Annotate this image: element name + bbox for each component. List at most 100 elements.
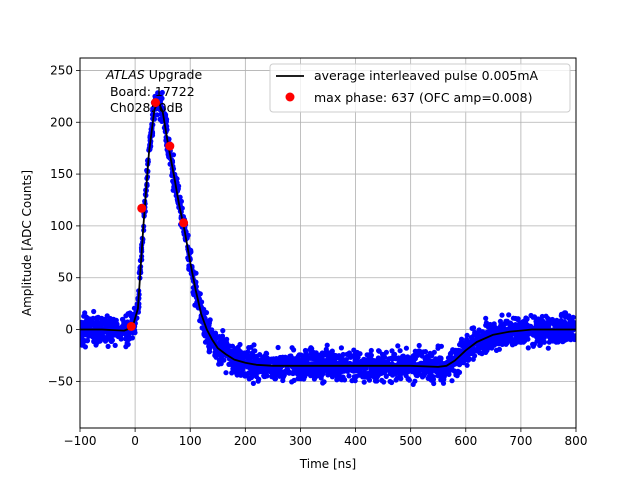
sample-point [553, 338, 559, 344]
sample-point [301, 372, 307, 378]
sample-point [380, 367, 387, 373]
sample-point [82, 310, 88, 316]
sample-point [393, 377, 399, 383]
sample-point [272, 376, 278, 382]
sample-point [159, 89, 165, 96]
max-phase-layer [126, 98, 189, 331]
plot-frame [79, 57, 577, 429]
sample-point [83, 318, 89, 324]
sample-point [388, 365, 394, 371]
sample-point [261, 373, 267, 379]
sample-point [90, 334, 96, 340]
sample-point [540, 323, 546, 329]
sample-point [123, 313, 129, 319]
sample-point [437, 370, 443, 376]
sample-point [272, 368, 278, 375]
sample-point [465, 349, 471, 356]
sample-point [493, 347, 500, 353]
sample-point [308, 345, 314, 351]
sample-point [232, 366, 238, 372]
sample-point [562, 314, 568, 320]
sample-point [123, 335, 129, 341]
sample-point [422, 349, 429, 355]
sample-point [562, 310, 569, 316]
sample-point [247, 357, 253, 363]
sample-point [295, 358, 301, 365]
sample-point [89, 318, 95, 325]
sample-point [525, 345, 531, 351]
max-phase-point [179, 218, 189, 228]
sample-point [344, 365, 350, 371]
sample-point [340, 368, 346, 374]
sample-point [424, 369, 430, 375]
sample-point [368, 365, 375, 371]
y-tick-label: 250 [50, 63, 73, 77]
sample-point [238, 350, 244, 356]
x-axis-label: Time [ns] [299, 457, 356, 471]
sample-point [111, 324, 118, 330]
sample-point [351, 347, 357, 353]
sample-point [469, 337, 475, 343]
sample-point [115, 330, 121, 336]
sample-point [311, 350, 317, 357]
x-tick-label: 400 [344, 434, 367, 448]
sample-point [437, 355, 443, 361]
sample-point [383, 373, 389, 379]
sample-point [449, 378, 455, 384]
sample-point [520, 339, 527, 345]
sample-point [490, 322, 496, 328]
sample-point [275, 344, 281, 351]
sample-point [550, 317, 556, 324]
sample-point [291, 366, 297, 372]
sample-point [299, 358, 305, 365]
x-tick-label: 700 [509, 434, 532, 448]
sample-point [289, 379, 295, 385]
sample-point [372, 378, 379, 384]
sample-point [439, 375, 445, 382]
sample-point [374, 370, 380, 376]
legend-box [269, 63, 571, 113]
legend-label-max-phase: max phase: 637 (OFC amp=0.008) [314, 90, 532, 105]
y-tick-label: 50 [58, 271, 73, 285]
sample-point [531, 314, 538, 320]
sample-point [308, 355, 314, 361]
sample-point [216, 350, 222, 356]
max-phase-point [151, 98, 161, 108]
sample-point [459, 336, 465, 342]
sample-point [569, 332, 575, 338]
sample-point [301, 353, 307, 360]
sample-point [170, 187, 176, 193]
sample-point [255, 378, 261, 384]
sample-point [449, 367, 455, 373]
sample-point [246, 345, 252, 351]
sample-point [208, 341, 214, 347]
sample-point [431, 380, 437, 387]
sample-point [397, 348, 403, 354]
sample-point [246, 370, 252, 376]
sample-point [109, 317, 115, 323]
sample-point [218, 361, 224, 367]
x-axis-ticks: −100 0 100 200 300 400 500 600 700 800 [64, 428, 587, 448]
sample-point [545, 345, 551, 351]
sample-point [281, 357, 287, 363]
sample-point [99, 333, 105, 339]
sample-point [499, 339, 505, 345]
sample-point [267, 359, 273, 365]
sample-point [251, 372, 257, 378]
sample-point [343, 357, 349, 363]
sample-point [316, 370, 322, 377]
sample-point [560, 336, 566, 342]
sample-point [558, 313, 564, 319]
sample-point [513, 334, 520, 340]
average-pulse-layer [80, 100, 576, 368]
x-tick-label: −100 [64, 434, 97, 448]
sample-point [498, 334, 504, 340]
sample-point [450, 347, 456, 353]
sample-point [107, 335, 113, 342]
sample-point [355, 354, 361, 360]
sample-point [256, 368, 262, 374]
sample-point [337, 359, 344, 365]
sample-point [360, 373, 366, 379]
sample-point [518, 324, 524, 330]
sample-point [324, 342, 330, 348]
